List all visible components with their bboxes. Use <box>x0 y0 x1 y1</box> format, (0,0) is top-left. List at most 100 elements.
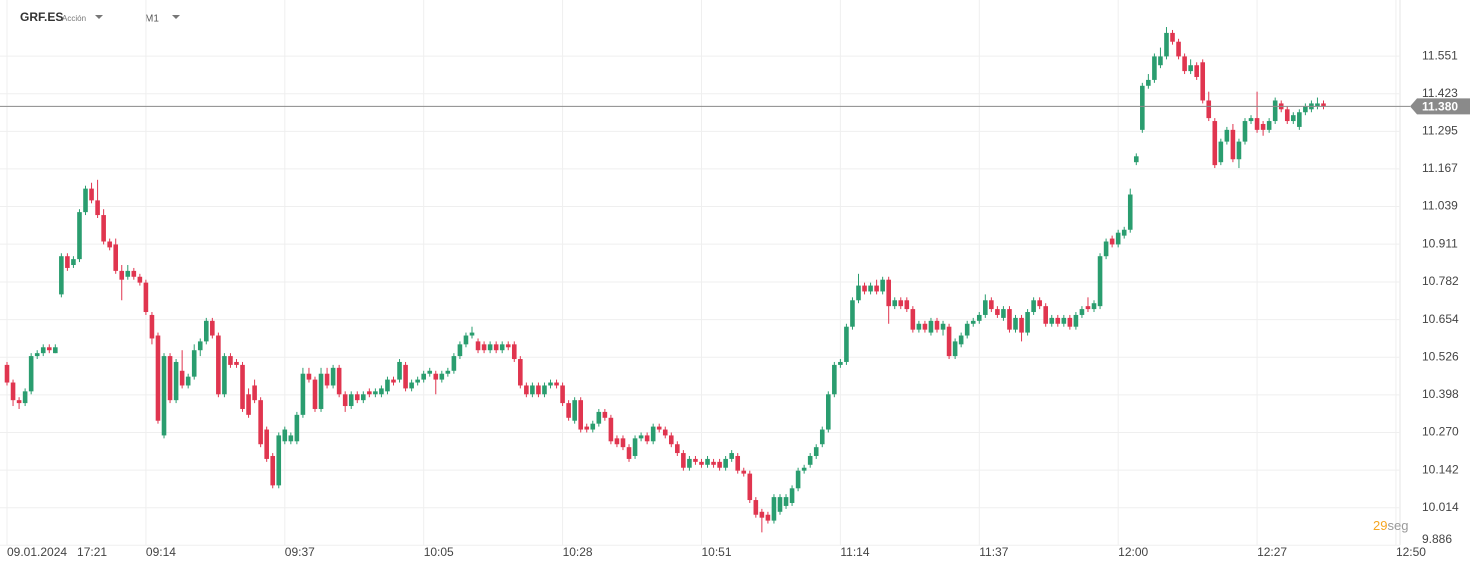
candle-body <box>1290 115 1296 122</box>
candle-body <box>191 350 197 377</box>
symbol[interactable]: GRF.ES <box>20 10 63 24</box>
candle-body <box>1073 314 1079 327</box>
candle-body <box>590 423 596 430</box>
candle-body <box>1049 317 1055 324</box>
candle-body <box>934 320 940 330</box>
x-tick-label: 09:14 <box>146 545 176 559</box>
candle-body <box>1079 309 1085 315</box>
candle-body <box>542 385 547 395</box>
candle-body <box>910 309 916 330</box>
candle-body <box>572 400 577 421</box>
candle-body <box>801 467 807 471</box>
candle-body <box>1146 79 1151 86</box>
candle-body <box>1224 129 1230 142</box>
candle-body <box>1194 65 1199 77</box>
candle-body <box>989 300 994 310</box>
candle-body <box>844 326 849 362</box>
candle-body <box>1025 312 1030 333</box>
candle-body <box>1127 194 1133 230</box>
instrument-type[interactable]: Acción <box>62 14 86 23</box>
candle-body <box>1055 317 1061 324</box>
candle-body <box>95 200 100 216</box>
dropdown-arrow[interactable] <box>172 15 180 19</box>
candle-body <box>874 285 879 292</box>
candle-body <box>904 300 910 310</box>
candle-body <box>723 458 728 468</box>
candle-body <box>596 411 602 424</box>
candle-body <box>976 314 982 321</box>
candle-body <box>318 373 324 409</box>
candle-body <box>922 323 928 330</box>
candle-body <box>856 285 861 301</box>
candle-body <box>463 335 469 345</box>
candle-body <box>524 385 529 395</box>
x-tick-label: 12:50 <box>1396 545 1426 559</box>
candle-body <box>638 435 644 439</box>
candle-body <box>22 391 28 404</box>
candle-body <box>222 356 227 395</box>
candle-body <box>530 385 535 395</box>
candle-body <box>348 394 354 407</box>
candle-body <box>65 256 70 268</box>
candle-body <box>185 376 191 386</box>
candle-body <box>113 244 119 271</box>
candle-body <box>753 500 759 515</box>
candle-body <box>940 323 946 330</box>
candle-body <box>620 438 626 448</box>
candle-body <box>741 470 747 474</box>
candle-body <box>16 400 22 404</box>
candle-body <box>1140 85 1145 130</box>
candle-body <box>312 379 318 409</box>
candle-body <box>264 429 269 459</box>
y-tick-label: 10.782 <box>1422 274 1459 288</box>
y-tick-label: 10.654 <box>1422 312 1459 326</box>
candle-body <box>10 382 16 401</box>
candle-body <box>59 256 64 295</box>
candle-body <box>1097 256 1103 307</box>
candle-body <box>536 385 541 395</box>
candle-body <box>354 394 360 401</box>
candle-body <box>789 488 795 503</box>
candle-body <box>518 359 523 386</box>
candle-body <box>1321 103 1326 107</box>
candle-body <box>1133 156 1139 163</box>
candle-body <box>228 356 233 365</box>
candle-body <box>252 385 257 401</box>
candle-body <box>40 347 46 354</box>
candle-body <box>1176 41 1181 57</box>
timer: 29seg <box>1373 518 1408 533</box>
candle-body <box>282 429 288 442</box>
candle-body <box>143 282 149 313</box>
candle-body <box>826 394 831 430</box>
candle-body <box>439 373 445 380</box>
candle-body <box>385 379 390 392</box>
candle-body <box>1164 32 1169 57</box>
candle-body <box>711 461 716 465</box>
candle-body <box>216 335 221 395</box>
current-price-label: 11.380 <box>1422 100 1458 114</box>
candle-body <box>668 435 674 445</box>
y-tick-label: 10.014 <box>1422 500 1459 514</box>
candle-body <box>119 270 125 280</box>
candle-body <box>77 212 82 260</box>
timeframe[interactable]: M1 <box>145 14 159 25</box>
y-tick-label: 10.270 <box>1422 425 1459 439</box>
candle-body <box>548 382 553 386</box>
candle-body <box>862 285 867 292</box>
dropdown-arrow[interactable] <box>95 15 103 19</box>
candle-body <box>1067 317 1073 327</box>
candle-body <box>795 470 801 489</box>
candle-body <box>481 344 487 351</box>
candle-body <box>693 458 698 462</box>
candle-body <box>1001 309 1006 318</box>
y-tick-label: 11.551 <box>1422 48 1458 62</box>
x-tick-label: 12:27 <box>1257 545 1287 559</box>
x-tick-label: 10:05 <box>424 545 454 559</box>
candle-body <box>505 344 511 348</box>
candle-body <box>270 455 276 486</box>
candle-body <box>1182 56 1187 72</box>
candle-body <box>777 497 783 512</box>
candle-body <box>892 300 898 307</box>
candle-body <box>161 356 167 436</box>
